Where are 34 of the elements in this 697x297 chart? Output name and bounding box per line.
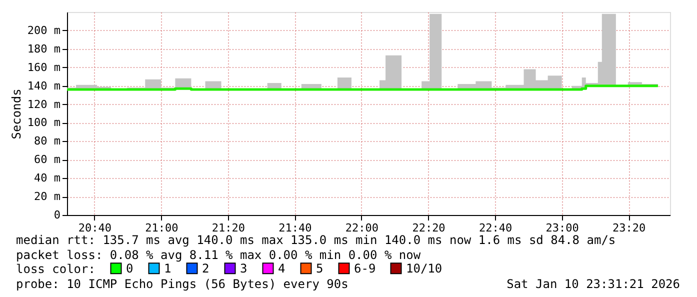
x-tick-label: 21:20 — [212, 222, 245, 234]
y-tick-label: 160 m — [27, 60, 61, 74]
x-tick-label: 20:40 — [78, 222, 112, 234]
legend-title: loss color: — [16, 262, 96, 276]
legend-label: 6-9 — [354, 261, 376, 276]
y-tick-label: 200 m — [27, 24, 61, 37]
text: packet loss: 0.08 % avg 8.11 % max 0.00 % min 0.00 % now — [16, 248, 422, 262]
x-tick-label: 23:00 — [546, 222, 579, 234]
x-tick-label: 22:00 — [345, 222, 379, 234]
y-tick-label: 180 m — [27, 42, 61, 56]
text: median rtt: 135.7 ms avg 140.0 ms max 135.0 ms min 140.0 ms now 1.6 ms sd 84.8 am/s — [16, 233, 616, 247]
y-tick-label: 100 m — [27, 116, 61, 130]
y-tick-label: 60 m — [34, 153, 61, 166]
x-tick-label: 22:40 — [478, 222, 512, 234]
text: probe: 10 ICMP Echo Pings (56 Bytes) every 90s — [16, 277, 348, 291]
y-axis-title: Seconds — [9, 88, 24, 140]
y-tick-label: 80 m — [34, 134, 61, 148]
y-tick-label: 20 m — [34, 190, 61, 204]
legend-label: 0 — [126, 261, 134, 276]
x-tick-label: 23:20 — [612, 222, 646, 234]
legend-label: 2 — [202, 261, 210, 276]
legend-label: 10/10 — [406, 261, 442, 276]
x-tick-label: 22:20 — [412, 222, 446, 234]
y-tick-label: 0 — [54, 208, 60, 222]
x-tick-label: 21:40 — [278, 222, 312, 234]
y-tick-label: 140 m — [27, 79, 61, 92]
legend-label: 5 — [316, 261, 324, 276]
legend-label: 4 — [278, 261, 286, 276]
text: Sat Jan 10 23:31:21 2026 — [506, 277, 680, 291]
legend-label: 3 — [240, 261, 248, 276]
y-tick-label: 40 m — [34, 172, 61, 185]
legend-label: 1 — [164, 261, 172, 276]
x-tick-label: 21:00 — [145, 222, 178, 234]
y-tick-label: 120 m — [27, 98, 61, 111]
